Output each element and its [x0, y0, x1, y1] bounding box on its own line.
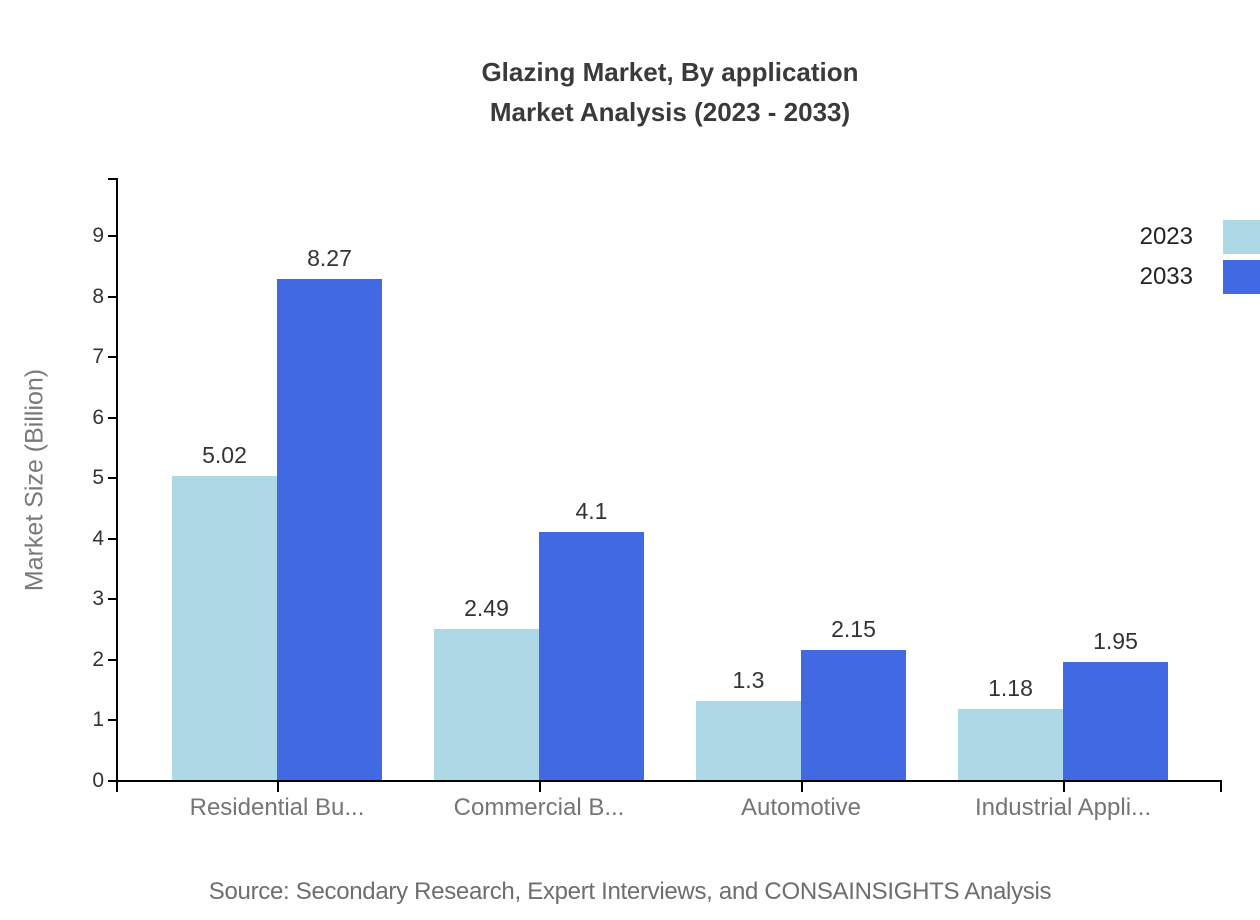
x-tick: [801, 780, 803, 792]
y-axis-line: [116, 178, 118, 782]
x-tick: [116, 780, 118, 792]
x-category-label-1: Commercial B...: [453, 794, 625, 821]
legend-swatch-2033: [1223, 260, 1260, 294]
y-tick: [108, 235, 116, 237]
y-tick: [108, 598, 116, 601]
x-tick: [1063, 780, 1065, 792]
bar-value-label-2023-3: 1.18: [988, 674, 1033, 701]
bar-2023-3: [958, 708, 1063, 780]
y-tick-label: 3: [92, 587, 104, 611]
x-axis-line: [108, 780, 1222, 782]
y-tick: [108, 295, 116, 298]
y-tick-label: 0: [92, 769, 104, 792]
bar-value-label-2033-3: 1.95: [1093, 627, 1138, 654]
bar-2023-2: [696, 701, 801, 780]
source-note: Source: Secondary Research, Expert Inter…: [208, 878, 1052, 905]
legend-swatch-2023: [1223, 220, 1260, 254]
x-tick: [277, 780, 279, 792]
bar-value-label-2033-1: 4.1: [575, 497, 608, 524]
x-category-label-0: Residential Bu...: [189, 794, 365, 821]
x-category-label-3: Industrial Appli...: [974, 794, 1152, 821]
legend-label-2033: 2033: [1139, 263, 1193, 290]
y-tick-label: 7: [92, 345, 104, 369]
y-tick: [108, 658, 116, 661]
legend-item-2023: 2023: [1100, 220, 1260, 254]
x-category-label-2: Automotive: [740, 794, 862, 821]
bar-value-label-2023-1: 2.49: [464, 595, 509, 622]
y-tick-label: 1: [92, 708, 104, 732]
chart-title-line2: Market Analysis (2023 - 2033): [489, 97, 851, 127]
legend-item-2033: 2033: [1100, 260, 1260, 294]
y-tick: [108, 356, 116, 359]
y-axis-outer-tick: [108, 178, 116, 180]
x-tick: [1220, 780, 1222, 792]
x-tick: [539, 780, 541, 792]
y-tick: [108, 537, 116, 540]
bar-2033-3: [1063, 661, 1168, 780]
bar-value-label-2023-0: 5.02: [202, 442, 247, 468]
bar-value-label-2023-2: 1.3: [732, 667, 765, 694]
y-tick: [108, 416, 116, 419]
bar-value-label-2033-0: 8.27: [307, 245, 352, 272]
chart-title-line1: Glazing Market, By application: [481, 57, 859, 87]
y-tick-label: 8: [92, 284, 104, 308]
bar-2023-1: [434, 629, 539, 780]
y-tick-label: 9: [92, 224, 104, 247]
y-tick: [108, 780, 116, 782]
legend-label-2023: 2023: [1139, 223, 1193, 250]
y-tick-label: 2: [92, 647, 104, 671]
y-tick-label: 6: [92, 405, 104, 429]
bar-2033-1: [539, 531, 644, 780]
chart-title: Glazing Market, By application Market An…: [80, 52, 1260, 132]
y-tick: [108, 719, 116, 722]
y-tick: [108, 477, 116, 480]
bar-value-label-2033-2: 2.15: [831, 615, 876, 642]
y-tick-label: 4: [92, 526, 104, 550]
y-tick-label: 5: [92, 466, 104, 490]
bar-2033-2: [801, 649, 906, 780]
bar-2033-0: [277, 279, 382, 780]
bar-2023-0: [172, 476, 277, 780]
